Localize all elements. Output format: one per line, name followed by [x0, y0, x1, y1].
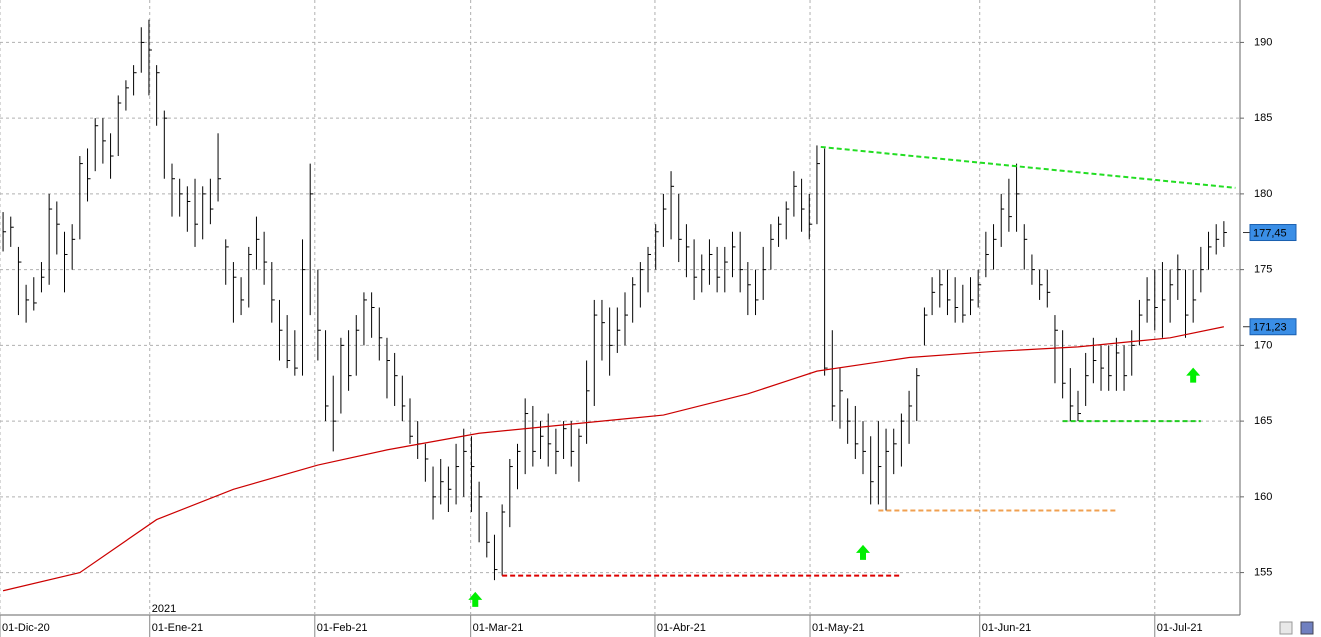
y-tick-label: 160	[1254, 491, 1272, 503]
last-label-box	[1249, 318, 1297, 336]
signal-arrow	[468, 591, 483, 607]
y-tick-label: 165	[1254, 415, 1272, 427]
moving-average	[2, 326, 1224, 592]
x-tick-label: 01-Ene-21	[152, 622, 203, 634]
y-tick-label: 170	[1254, 339, 1272, 351]
x-tick-label: 01-Jul-21	[1157, 622, 1203, 634]
last-label: 171,23	[1253, 322, 1287, 334]
x-tick-label: 01-Abr-21	[657, 622, 706, 634]
y-tick-label: 175	[1254, 264, 1272, 276]
year-label: 2021	[152, 603, 176, 615]
last-label: 177,45	[1253, 227, 1287, 239]
signal-arrow	[1186, 367, 1201, 383]
signal-arrow	[856, 544, 871, 560]
x-tick-label: 01-Jun-21	[982, 622, 1032, 634]
y-tick-label: 190	[1254, 36, 1272, 48]
last-label-box	[1249, 224, 1297, 242]
x-tick-label: 01-Feb-21	[317, 622, 368, 634]
save-icon[interactable]	[1300, 621, 1314, 635]
x-tick-label: 01-May-21	[812, 622, 865, 634]
x-tick-label: 01-Mar-21	[473, 622, 524, 634]
x-tick-label: 01-Dic-20	[2, 622, 50, 634]
trend-line	[820, 145, 1236, 189]
y-tick-label: 180	[1254, 188, 1272, 200]
y-tick-label: 185	[1254, 112, 1272, 124]
toolbar-icon[interactable]	[1279, 621, 1293, 635]
y-tick-label: 155	[1254, 566, 1272, 578]
